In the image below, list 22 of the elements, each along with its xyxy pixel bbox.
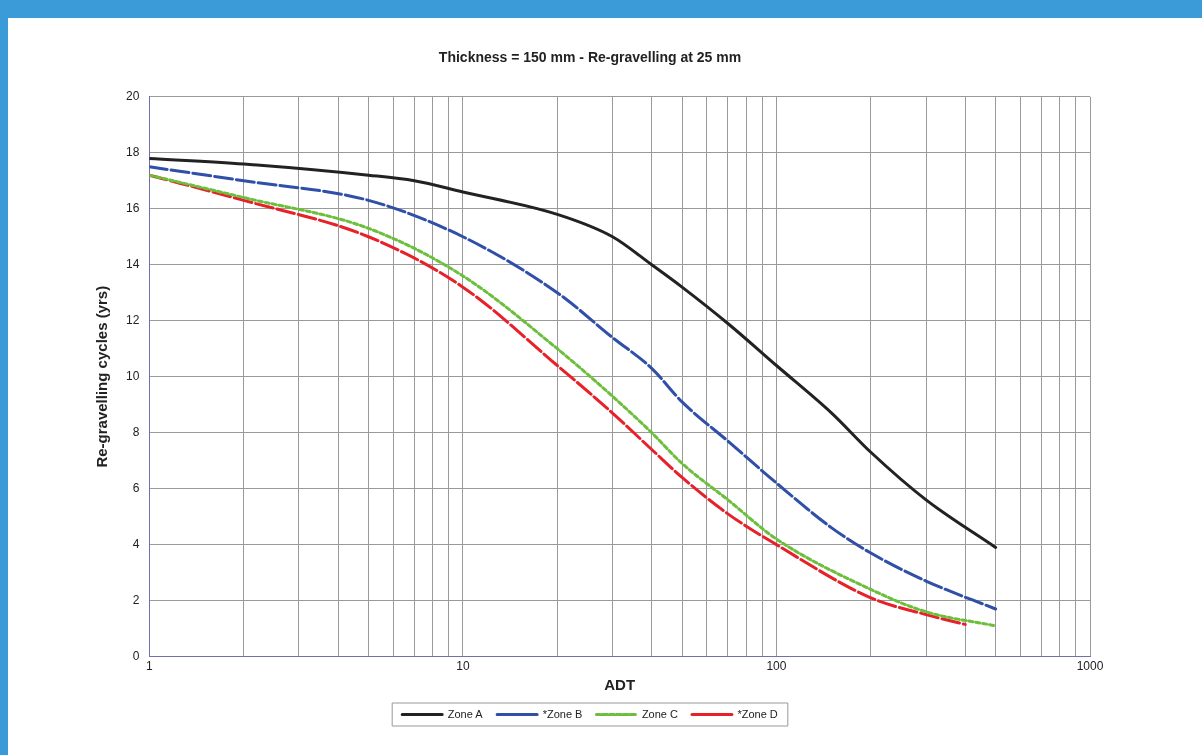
x-tick-label: 100 bbox=[766, 659, 787, 674]
x-tick-label: 1000 bbox=[1076, 659, 1104, 674]
y-tick-label: 14 bbox=[125, 257, 140, 272]
y-tick-label: 20 bbox=[125, 89, 140, 104]
chart-title: Thickness = 150 mm - Re-gravelling at 25 mm bbox=[438, 49, 742, 66]
y-tick-label: 4 bbox=[132, 536, 140, 551]
x-tick-label: 1 bbox=[146, 659, 153, 674]
x-axis-title: ADT bbox=[604, 676, 636, 694]
legend-label: *Zone B bbox=[542, 707, 583, 720]
y-tick-label: 10 bbox=[125, 369, 140, 384]
legend-label: Zone A bbox=[447, 707, 484, 720]
y-tick-label: 6 bbox=[132, 480, 140, 495]
y-tick-label: 0 bbox=[132, 648, 140, 663]
y-tick-label: 18 bbox=[125, 145, 140, 160]
y-tick-label: 2 bbox=[132, 592, 140, 607]
x-tick-label: 10 bbox=[456, 659, 470, 674]
legend-label: *Zone D bbox=[737, 707, 778, 720]
y-tick-label: 12 bbox=[125, 313, 140, 328]
legend-label: Zone C bbox=[641, 707, 679, 720]
y-axis-title: Re-gravelling cycles (yrs) bbox=[93, 285, 111, 468]
y-tick-label: 8 bbox=[132, 424, 140, 439]
y-tick-label: 16 bbox=[125, 201, 140, 216]
